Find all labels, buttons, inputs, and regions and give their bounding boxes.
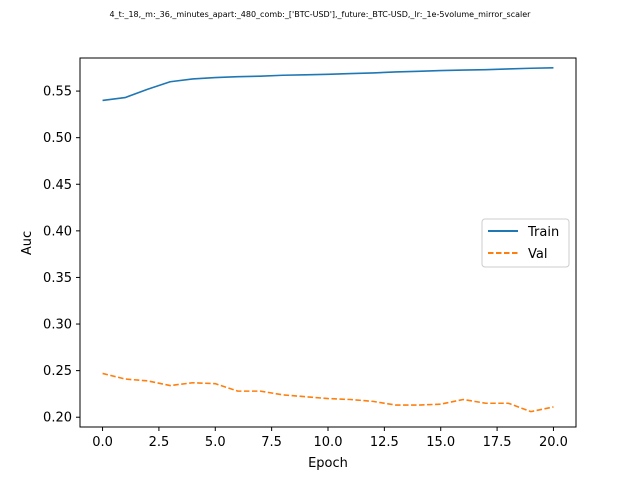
x-tick-label: 7.5 bbox=[261, 435, 282, 450]
y-tick-label: 0.30 bbox=[43, 318, 72, 333]
chart-title: 4_t:_18,_m:_36,_minutes_apart:_480_comb:… bbox=[110, 10, 532, 19]
y-tick-label: 0.50 bbox=[43, 131, 72, 146]
series-line-val bbox=[102, 372, 554, 413]
legend-label-train: Train bbox=[527, 225, 559, 240]
x-axis-ticks: 0.0 2.5 5.0 7.5 10.0 12.5 15.0 17.5 20.0 bbox=[92, 427, 568, 450]
y-tick-label: 0.45 bbox=[43, 178, 72, 193]
legend-label-val: Val bbox=[528, 247, 547, 262]
x-tick-label: 10.0 bbox=[314, 435, 343, 450]
legend: Train Val bbox=[481, 218, 570, 268]
x-tick-label: 20.0 bbox=[539, 435, 568, 450]
x-tick-label: 2.5 bbox=[149, 435, 170, 450]
y-tick-label: 0.20 bbox=[43, 411, 72, 426]
y-axis-ticks: 0.20 0.25 0.30 0.35 0.40 0.45 0.50 0.55 bbox=[43, 85, 80, 426]
series-line-train bbox=[102, 66, 554, 102]
y-tick-label: 0.55 bbox=[43, 85, 72, 100]
x-tick-label: 15.0 bbox=[426, 435, 455, 450]
x-tick-label: 0.0 bbox=[92, 435, 113, 450]
x-tick-label: 12.5 bbox=[370, 435, 399, 450]
y-tick-label: 0.40 bbox=[43, 224, 72, 239]
y-tick-label: 0.35 bbox=[43, 271, 72, 286]
y-tick-label: 0.25 bbox=[43, 364, 72, 379]
x-axis-label: Epoch bbox=[308, 456, 348, 471]
y-axis-label: Auc bbox=[20, 231, 35, 255]
x-tick-label: 17.5 bbox=[483, 435, 512, 450]
x-tick-label: 5.0 bbox=[205, 435, 226, 450]
plot-lines bbox=[102, 66, 554, 413]
